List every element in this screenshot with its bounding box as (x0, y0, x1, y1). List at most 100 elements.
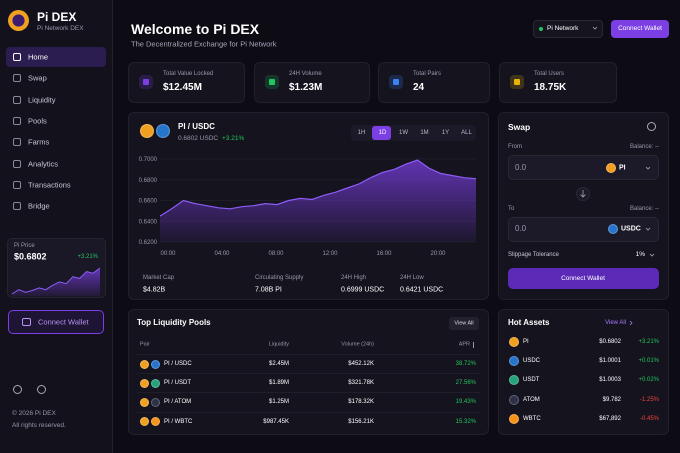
token-icon (509, 394, 519, 405)
asset-name: PI (523, 339, 529, 345)
balance: Balance: -- (629, 144, 659, 150)
row-divider (137, 373, 480, 375)
asset-price: $1.0001 (599, 358, 621, 365)
to-label: To (508, 206, 515, 212)
nav-icon (13, 138, 21, 147)
token-icon (509, 337, 519, 347)
token-icon (509, 356, 519, 367)
swap-title: Swap (508, 121, 531, 132)
logo (8, 10, 29, 31)
pool-apr: 15.32% (455, 418, 476, 425)
network-select[interactable] (533, 20, 603, 38)
nav-item[interactable]: Bridge (28, 201, 50, 211)
stat-value: 18.75K (534, 82, 567, 93)
chart-stat-label: 24H High (341, 275, 367, 281)
token-icon (509, 375, 519, 386)
token-icon (139, 359, 149, 369)
stat-label: Total Users (534, 71, 565, 77)
column-header: Volume (24h) (341, 341, 374, 348)
row-divider (137, 354, 480, 355)
range-button[interactable]: 1H (357, 130, 366, 136)
stat-icon-glyph (393, 79, 399, 85)
token-icon (150, 378, 160, 388)
asset-change: -1.25% (639, 396, 659, 403)
nav-active (6, 47, 106, 67)
tagline: Pi Network DEX (37, 24, 84, 32)
nav-icon (13, 202, 21, 211)
range-button[interactable]: 1D (378, 130, 387, 136)
stat-icon-glyph (269, 79, 275, 85)
range-button[interactable]: 1W (399, 130, 408, 136)
chart-stat-value: 0.6999 USDC (341, 286, 385, 294)
pair-price: 0.6802 USDC (178, 134, 219, 142)
pools-view-all[interactable] (449, 317, 479, 330)
nav-item[interactable]: Swap (28, 73, 47, 83)
pool-apr: 38.72% (455, 361, 476, 367)
price-value: $0.6802 (14, 251, 47, 262)
swap-button-label[interactable]: Connect Wallet (561, 274, 605, 282)
balance: Balance: -- (629, 206, 659, 212)
stat-label: Total Pairs (413, 71, 442, 77)
stat-value: $1.23M (289, 82, 323, 93)
nav-item[interactable]: Analytics (28, 158, 59, 168)
range-group (351, 125, 476, 141)
chart-stat-value: 0.6421 USDC (400, 286, 444, 294)
settings-icon[interactable] (647, 122, 656, 131)
range-button[interactable]: 1M (420, 130, 429, 136)
nav-item[interactable]: Farms (28, 137, 50, 147)
pool-pair: PI / USDC (164, 361, 192, 367)
stat-value: $12.45M (163, 82, 202, 93)
pool-volume: $452.12K (348, 361, 374, 367)
connect-wallet-label: Connect Wallet (38, 317, 89, 327)
pools-card (128, 309, 489, 435)
range-button[interactable]: 1Y (441, 130, 450, 136)
connect-wallet-label: Connect Wallet (618, 24, 662, 32)
pool-volume: $321.78K (348, 380, 374, 387)
asset-name: USDC (523, 358, 541, 365)
token-icon (139, 417, 149, 427)
range-button[interactable]: ALL (461, 130, 472, 136)
nav-icon (13, 95, 21, 104)
row-divider (137, 411, 480, 413)
asset-price: $67,892 (599, 415, 621, 422)
from-label: From (508, 144, 522, 150)
column-header: Pair (140, 341, 150, 348)
token-icon (139, 378, 149, 388)
view-all[interactable]: View All (605, 320, 626, 326)
from-box[interactable] (508, 155, 659, 180)
column-header: APR (458, 341, 470, 348)
to-token: USDC (621, 225, 641, 233)
to-amount: 0.0 (515, 224, 527, 233)
swap-button[interactable] (508, 268, 659, 289)
slippage-value[interactable]: 1% (635, 250, 645, 258)
theme-icon[interactable] (13, 385, 22, 394)
nav-item[interactable]: Pools (28, 116, 47, 126)
pair-change: +3.21% (222, 134, 245, 142)
nav-item[interactable]: Home (28, 52, 49, 62)
sort-icon (473, 342, 477, 348)
view-all[interactable]: View All (454, 320, 474, 327)
row-divider (137, 392, 480, 394)
pair-icon (156, 124, 170, 138)
from-token: PI (619, 164, 626, 172)
chart-stat-label: Market Cap (143, 275, 175, 281)
nav-icon (13, 53, 21, 61)
from-amount: 0.0 (515, 163, 527, 172)
nav-item[interactable]: Liquidity (28, 94, 56, 104)
nav-icon (13, 74, 21, 83)
nav-item[interactable]: Transactions (28, 180, 71, 190)
sidebar-connect-wallet[interactable] (8, 310, 104, 334)
header-connect-wallet[interactable] (611, 20, 669, 38)
chart-stat-label: 24H Low (400, 275, 424, 281)
chart-stat-label: Circulating Supply (255, 275, 304, 281)
stat-icon-glyph (143, 79, 149, 85)
price-change: +3.21% (77, 254, 98, 260)
nav-icon (13, 180, 21, 189)
to-box[interactable] (508, 217, 659, 242)
wallet-icon (22, 318, 31, 326)
help-icon[interactable] (37, 385, 46, 394)
stat-label: Total Value Locked (163, 71, 214, 77)
swap-direction[interactable] (576, 187, 590, 201)
asset-price: $1.0003 (599, 377, 621, 384)
